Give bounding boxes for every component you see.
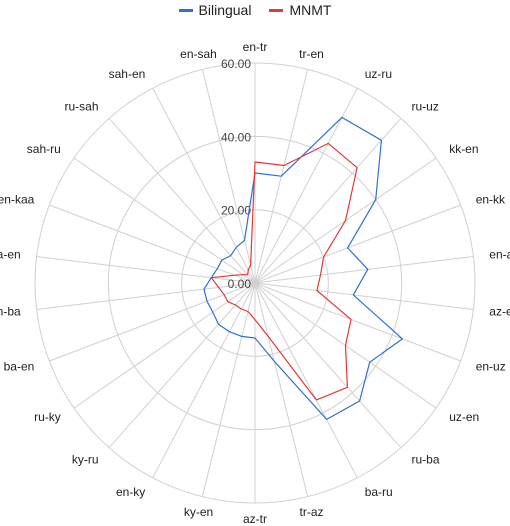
category-label: az-tr bbox=[243, 512, 267, 526]
category-label: ru-sah bbox=[64, 99, 98, 113]
grid-spoke bbox=[49, 204, 256, 284]
grid-spoke bbox=[108, 282, 256, 449]
legend: Bilingual MNMT bbox=[0, 0, 510, 20]
grid-spoke bbox=[254, 204, 461, 284]
radial-tick-label: 60.00 bbox=[221, 57, 251, 71]
category-label: ru-ba bbox=[412, 453, 440, 467]
grid-spoke bbox=[254, 282, 474, 311]
series-line-mnmt bbox=[210, 142, 358, 401]
legend-swatch-bilingual bbox=[178, 8, 193, 12]
radial-tick-label: 20.00 bbox=[221, 204, 251, 218]
category-label: en-ba bbox=[0, 304, 21, 318]
grid-spoke bbox=[36, 255, 256, 284]
grid-spoke bbox=[254, 282, 461, 362]
category-label: sah-ru bbox=[27, 142, 61, 156]
category-label: kk-en bbox=[449, 142, 478, 156]
legend-item-mnmt: MNMT bbox=[269, 2, 331, 18]
grid-spoke bbox=[201, 282, 256, 497]
legend-label-bilingual: Bilingual bbox=[198, 2, 252, 18]
grid-spoke bbox=[254, 282, 309, 497]
category-label: ky-ru bbox=[72, 453, 99, 467]
grid-spoke bbox=[254, 87, 358, 284]
category-label: sah-en bbox=[109, 67, 146, 81]
series-line-bilingual bbox=[203, 116, 403, 420]
category-label: en-az bbox=[489, 248, 510, 262]
category-label: ky-en bbox=[184, 505, 213, 519]
category-label: az-en bbox=[489, 304, 510, 318]
category-label: en-uz bbox=[476, 360, 506, 374]
grid-spoke bbox=[254, 255, 474, 284]
legend-label-mnmt: MNMT bbox=[289, 2, 332, 18]
legend-swatch-mnmt bbox=[269, 8, 284, 12]
grid-spoke bbox=[73, 157, 256, 284]
grid-spoke bbox=[152, 87, 256, 284]
category-label: en-kk bbox=[476, 192, 506, 206]
category-label: en-sah bbox=[180, 47, 217, 61]
category-label: en-ky bbox=[116, 485, 145, 499]
category-label: ru-uz bbox=[412, 99, 439, 113]
category-label: ba-en bbox=[4, 360, 35, 374]
radial-tick-label: 40.00 bbox=[221, 130, 251, 144]
legend-item-bilingual: Bilingual bbox=[178, 2, 252, 18]
category-label: tr-en bbox=[299, 47, 324, 61]
grid-spoke bbox=[201, 69, 256, 284]
category-label: en-tr bbox=[243, 40, 268, 54]
grid-spoke bbox=[152, 282, 256, 479]
grid-spoke bbox=[254, 117, 402, 284]
radial-tick-label: 0.00 bbox=[228, 277, 252, 291]
category-label: uz-en bbox=[449, 410, 479, 424]
category-label: kaa-en bbox=[0, 248, 21, 262]
category-label: ba-ru bbox=[365, 485, 393, 499]
category-label: ru-ky bbox=[34, 410, 61, 424]
grid-spoke bbox=[49, 282, 256, 362]
category-label: uz-ru bbox=[365, 67, 392, 81]
grid-spoke bbox=[73, 282, 256, 409]
category-label: tr-az bbox=[300, 505, 324, 519]
grid-spoke bbox=[254, 282, 402, 449]
category-label: en-kaa bbox=[0, 192, 35, 206]
grid-spoke bbox=[254, 282, 358, 479]
